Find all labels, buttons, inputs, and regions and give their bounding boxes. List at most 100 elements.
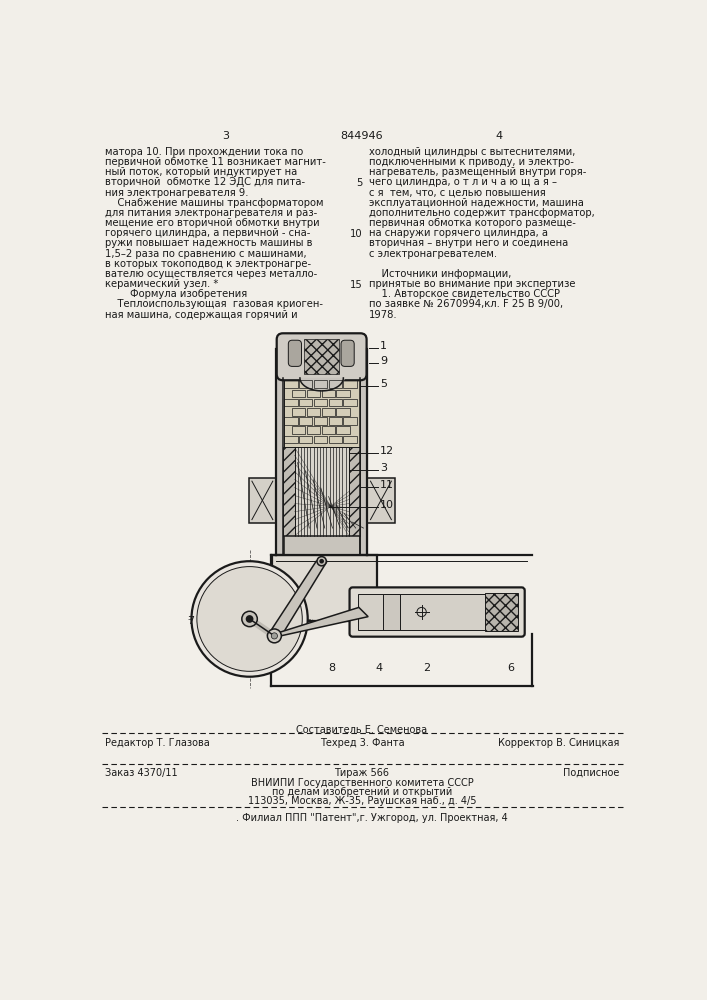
Text: Тираж 566: Тираж 566: [334, 768, 390, 778]
Text: вторичной  обмотке 12 ЭДС для пита-: вторичной обмотке 12 ЭДС для пита-: [105, 177, 305, 187]
Text: матора 10. При прохождении тока по: матора 10. При прохождении тока по: [105, 147, 304, 157]
Text: вторичная – внутри него и соединена: вторичная – внутри него и соединена: [369, 238, 568, 248]
Bar: [322, 426, 335, 434]
Text: 2: 2: [423, 663, 431, 673]
Bar: [344, 417, 356, 425]
FancyBboxPatch shape: [349, 587, 525, 637]
Text: ВНИИПИ Государственного комитета СССР: ВНИИПИ Государственного комитета СССР: [250, 778, 473, 788]
Text: Подписное: Подписное: [563, 768, 619, 778]
Bar: [284, 380, 298, 388]
Text: вателю осуществляется через металло-: вателю осуществляется через металло-: [105, 269, 317, 279]
FancyBboxPatch shape: [276, 333, 367, 380]
Text: 8: 8: [329, 663, 336, 673]
Text: Составитель Е. Семенова: Составитель Е. Семенова: [296, 725, 428, 735]
Bar: [314, 399, 327, 406]
Text: керамический узел. *: керамический узел. *: [105, 279, 218, 289]
Bar: [292, 426, 305, 434]
Text: по делам изобретений и открытий: по делам изобретений и открытий: [271, 787, 452, 797]
Bar: [329, 399, 341, 406]
Bar: [344, 380, 356, 388]
Text: 6: 6: [507, 663, 514, 673]
Text: 113035, Москва, Ж-35, Раушская наб., д. 4/5: 113035, Москва, Ж-35, Раушская наб., д. …: [247, 796, 477, 806]
Text: 1,5–2 раза по сравнению с машинами,: 1,5–2 раза по сравнению с машинами,: [105, 249, 307, 259]
Circle shape: [271, 633, 277, 639]
Text: нагреватель, размещенный внутри горя-: нагреватель, размещенный внутри горя-: [369, 167, 586, 177]
Text: для питания электронагревателя и раз-: для питания электронагревателя и раз-: [105, 208, 317, 218]
Bar: [314, 380, 327, 388]
Text: ный поток, который индуктирует на: ный поток, который индуктирует на: [105, 167, 298, 177]
Bar: [299, 436, 312, 443]
Bar: [272, 555, 377, 620]
Circle shape: [197, 567, 303, 671]
Text: с электронагревателем.: с электронагревателем.: [369, 249, 497, 259]
Polygon shape: [268, 607, 368, 636]
Text: эксплуатационной надежности, машина: эксплуатационной надежности, машина: [369, 198, 584, 208]
Bar: [284, 417, 298, 425]
Bar: [329, 417, 341, 425]
Text: 3: 3: [380, 463, 387, 473]
Text: чего цилиндра, о т л и ч а ю щ а я –: чего цилиндра, о т л и ч а ю щ а я –: [369, 177, 557, 187]
Circle shape: [320, 560, 323, 563]
Text: 7: 7: [187, 615, 194, 626]
Bar: [304, 339, 339, 374]
Bar: [284, 378, 360, 447]
Text: Техред 3. Фанта: Техред 3. Фанта: [320, 738, 404, 748]
Bar: [358, 594, 490, 630]
Text: 4: 4: [375, 663, 382, 673]
Text: Снабжение машины трансформатором: Снабжение машины трансформатором: [105, 198, 324, 208]
Bar: [344, 436, 356, 443]
Text: подключенными к приводу, и электро-: подключенными к приводу, и электро-: [369, 157, 574, 167]
Circle shape: [192, 561, 308, 677]
Circle shape: [242, 611, 257, 627]
Text: с я  тем, что, с целью повышения: с я тем, что, с целью повышения: [369, 188, 546, 198]
FancyBboxPatch shape: [288, 340, 301, 366]
Bar: [329, 436, 341, 443]
Text: в которых токоподвод к электронагре-: в которых токоподвод к электронагре-: [105, 259, 312, 269]
Bar: [314, 417, 327, 425]
Bar: [383, 594, 400, 630]
Bar: [295, 447, 349, 536]
Bar: [349, 447, 361, 536]
Text: дополнительно содержит трансформатор,: дополнительно содержит трансформатор,: [369, 208, 595, 218]
Text: 1978.: 1978.: [369, 310, 397, 320]
Bar: [322, 389, 335, 397]
Text: 10: 10: [380, 500, 394, 510]
Bar: [299, 399, 312, 406]
Bar: [284, 436, 298, 443]
Bar: [299, 417, 312, 425]
Bar: [284, 536, 360, 555]
Bar: [337, 408, 349, 416]
Text: 5: 5: [380, 379, 387, 389]
Text: ния электронагревателя 9.: ния электронагревателя 9.: [105, 188, 249, 198]
Bar: [284, 399, 298, 406]
Text: ная машина, содержащая горячий и: ная машина, содержащая горячий и: [105, 310, 298, 320]
Bar: [307, 389, 320, 397]
Text: 9: 9: [380, 356, 387, 366]
Text: по заявке № 2670994,кл. F 25 В 9/00,: по заявке № 2670994,кл. F 25 В 9/00,: [369, 299, 563, 309]
Text: холодный цилиндры с вытеснителями,: холодный цилиндры с вытеснителями,: [369, 147, 575, 157]
Text: Источники информации,: Источники информации,: [369, 269, 511, 279]
Bar: [292, 408, 305, 416]
Bar: [337, 426, 349, 434]
Text: мещение его вторичной обмотки внутри: мещение его вторичной обмотки внутри: [105, 218, 320, 228]
Text: Заказ 4370/11: Заказ 4370/11: [105, 768, 178, 778]
Circle shape: [267, 629, 281, 643]
Text: 3: 3: [222, 131, 229, 141]
Bar: [485, 593, 518, 631]
Text: на снаружи горячего цилиндра, а: на снаружи горячего цилиндра, а: [369, 228, 548, 238]
FancyBboxPatch shape: [341, 340, 354, 366]
Text: 1: 1: [380, 341, 387, 351]
Bar: [329, 380, 341, 388]
Bar: [368, 478, 395, 523]
Text: 1. Авторское свидетельство СССР: 1. Авторское свидетельство СССР: [369, 289, 560, 299]
Text: принятые во внимание при экспертизе: принятые во внимание при экспертизе: [369, 279, 575, 289]
Polygon shape: [267, 561, 327, 636]
Circle shape: [317, 557, 327, 566]
Text: . Филиал ППП "Патент",г. Ужгород, ул. Проектная, 4: . Филиал ППП "Патент",г. Ужгород, ул. Пр…: [235, 813, 508, 823]
Circle shape: [247, 616, 252, 622]
Text: Корректор В. Синицкая: Корректор В. Синицкая: [498, 738, 619, 748]
Text: 12: 12: [380, 446, 394, 456]
Text: ружи повышает надежность машины в: ружи повышает надежность машины в: [105, 238, 313, 248]
Text: 4: 4: [496, 131, 503, 141]
Bar: [249, 478, 276, 523]
